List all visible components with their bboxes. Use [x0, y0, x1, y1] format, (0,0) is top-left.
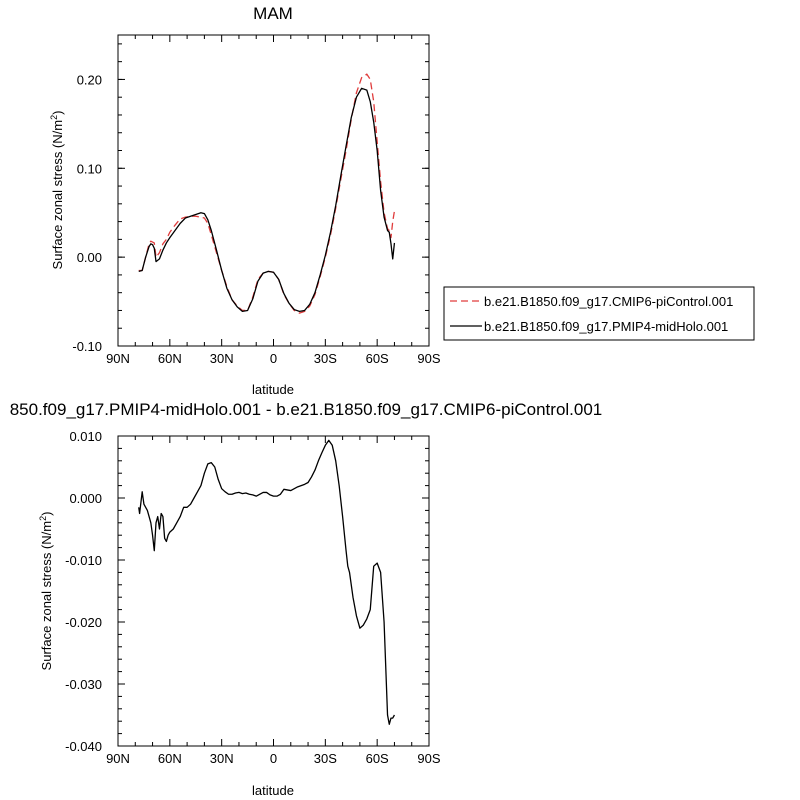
- bottom-y-axis-label-close: ): [39, 512, 54, 516]
- bottom-y-axis-label-sup: 2: [38, 516, 48, 521]
- top-y-axis-label-close: ): [50, 111, 65, 115]
- bottom-x-tick-label: 90N: [106, 751, 130, 766]
- bottom-panel: 850.f09_g17.PMIP4-midHolo.001 - b.e21.B1…: [10, 400, 603, 798]
- bottom-x-tick-label: 0: [270, 751, 277, 766]
- top-y-axis-label: Surface zonal stress (N/m2): [49, 111, 65, 270]
- top-series-line-1: [138, 87, 396, 312]
- legend-box: [443, 286, 755, 341]
- top-x-tick-label: 0: [270, 351, 277, 366]
- bottom-series-group: [138, 439, 396, 725]
- top-series-line-0: [138, 73, 396, 314]
- bottom-ticks: 90N 60N 30N 0 30S 60S 90S -0.040 -0.030 -0.020 -0.…: [65, 429, 441, 766]
- top-x-tick-label: 60S: [366, 351, 389, 366]
- bottom-series-line-0: [138, 439, 396, 725]
- bottom-y-tick-label: -0.040: [65, 739, 102, 754]
- bottom-x-axis-label: latitude: [252, 783, 294, 798]
- top-panel: MAM 90N 60N 30N 0 30S 60S 90S -0.10 0.00 0.10 0.20…: [49, 4, 755, 397]
- legend-label-picontrol: b.e21.B1850.f09_g17.CMIP6-piControl.001: [484, 294, 733, 309]
- top-y-axis-label-main: Surface zonal stress (N/m: [50, 120, 65, 270]
- legend-label-midholo: b.e21.B1850.f09_g17.PMIP4-midHolo.001: [484, 319, 728, 334]
- bottom-x-tick-label: 30S: [314, 751, 337, 766]
- bottom-y-tick-label: -0.010: [65, 553, 102, 568]
- top-x-tick-label: 30N: [210, 351, 234, 366]
- top-ticks: 90N 60N 30N 0 30S 60S 90S -0.10 0.00 0.10 0.20: [72, 35, 441, 366]
- bottom-y-axis-label: Surface zonal stress (N/m2): [38, 512, 54, 671]
- bottom-plot-frame: [117, 435, 430, 747]
- bottom-y-tick-label: 0.010: [69, 429, 102, 444]
- bottom-x-tick-label: 30N: [210, 751, 234, 766]
- top-y-tick-label: 0.00: [77, 250, 102, 265]
- top-x-tick-label: 60N: [158, 351, 182, 366]
- bottom-x-tick-label: 60S: [366, 751, 389, 766]
- top-y-tick-label: 0.10: [77, 161, 102, 176]
- top-y-tick-label: -0.10: [72, 339, 102, 354]
- top-y-tick-label: 0.20: [77, 72, 102, 87]
- bottom-x-tick-label: 90S: [417, 751, 440, 766]
- top-x-axis-label: latitude: [252, 382, 294, 397]
- bottom-y-tick-label: -0.020: [65, 615, 102, 630]
- top-x-tick-label: 90N: [106, 351, 130, 366]
- top-x-tick-label: 30S: [314, 351, 337, 366]
- top-series-group: [138, 73, 396, 314]
- top-y-axis-label-sup: 2: [49, 115, 59, 120]
- top-legend: b.e21.B1850.f09_g17.CMIP6-piControl.001 …: [443, 286, 755, 341]
- bottom-y-axis-label-main: Surface zonal stress (N/m: [39, 521, 54, 671]
- bottom-chart-title: 850.f09_g17.PMIP4-midHolo.001 - b.e21.B1…: [10, 400, 603, 419]
- bottom-x-tick-label: 60N: [158, 751, 182, 766]
- bottom-y-tick-label: -0.030: [65, 677, 102, 692]
- top-x-tick-label: 90S: [417, 351, 440, 366]
- top-chart-title: MAM: [253, 4, 293, 23]
- top-plot-frame: [117, 34, 430, 347]
- bottom-y-tick-label: 0.000: [69, 491, 102, 506]
